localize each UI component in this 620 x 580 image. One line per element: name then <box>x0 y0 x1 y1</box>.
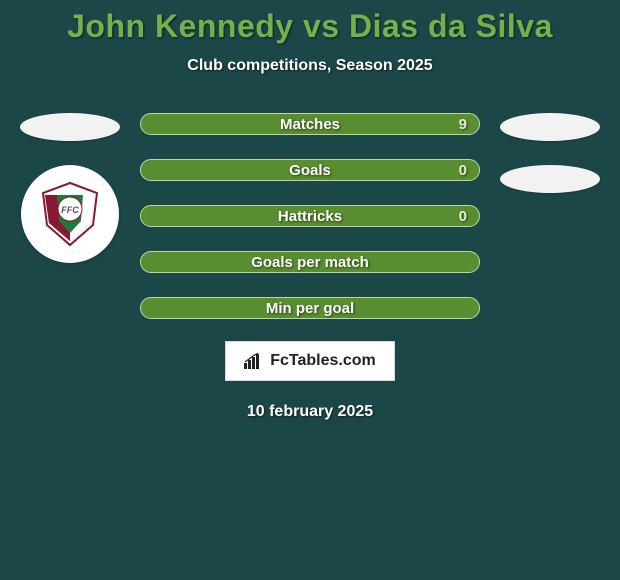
right-column <box>500 113 600 193</box>
player2-photo-placeholder <box>500 113 600 141</box>
stat-bar-value: 9 <box>459 116 467 133</box>
player1-photo-placeholder <box>20 113 120 141</box>
chart-icon <box>244 353 264 369</box>
subtitle: Club competitions, Season 2025 <box>0 57 620 75</box>
comparison-body: FFC Matches 9 Goals 0 Hattricks 0 Goals per ma… <box>0 113 620 319</box>
stat-bar-label: Hattricks <box>278 208 342 225</box>
club-crest-icon: FFC <box>35 179 105 249</box>
player1-name: John Kennedy <box>67 8 293 44</box>
vs-text: vs <box>303 8 340 44</box>
left-column: FFC <box>20 113 120 263</box>
player2-name: Dias da Silva <box>349 8 553 44</box>
stat-bar: Min per goal <box>140 297 480 319</box>
page-title: John Kennedy vs Dias da Silva <box>0 8 620 45</box>
stat-bar-label: Goals <box>289 162 331 179</box>
stat-bar-label: Goals per match <box>251 254 369 271</box>
player2-club-placeholder <box>500 165 600 193</box>
stat-bars: Matches 9 Goals 0 Hattricks 0 Goals per match M… <box>140 113 480 319</box>
stat-bar: Goals per match <box>140 251 480 273</box>
stat-bar-label: Min per goal <box>266 300 354 317</box>
stat-bar: Hattricks 0 <box>140 205 480 227</box>
branding-badge: FcTables.com <box>225 341 395 381</box>
svg-text:FFC: FFC <box>61 205 79 215</box>
branding-text: FcTables.com <box>270 352 376 370</box>
player1-club-badge: FFC <box>21 165 119 263</box>
stat-bar: Goals 0 <box>140 159 480 181</box>
comparison-card: John Kennedy vs Dias da Silva Club compe… <box>0 0 620 580</box>
date-text: 10 february 2025 <box>0 403 620 421</box>
stat-bar-value: 0 <box>459 208 467 225</box>
stat-bar-value: 0 <box>459 162 467 179</box>
stat-bar: Matches 9 <box>140 113 480 135</box>
stat-bar-label: Matches <box>280 116 340 133</box>
